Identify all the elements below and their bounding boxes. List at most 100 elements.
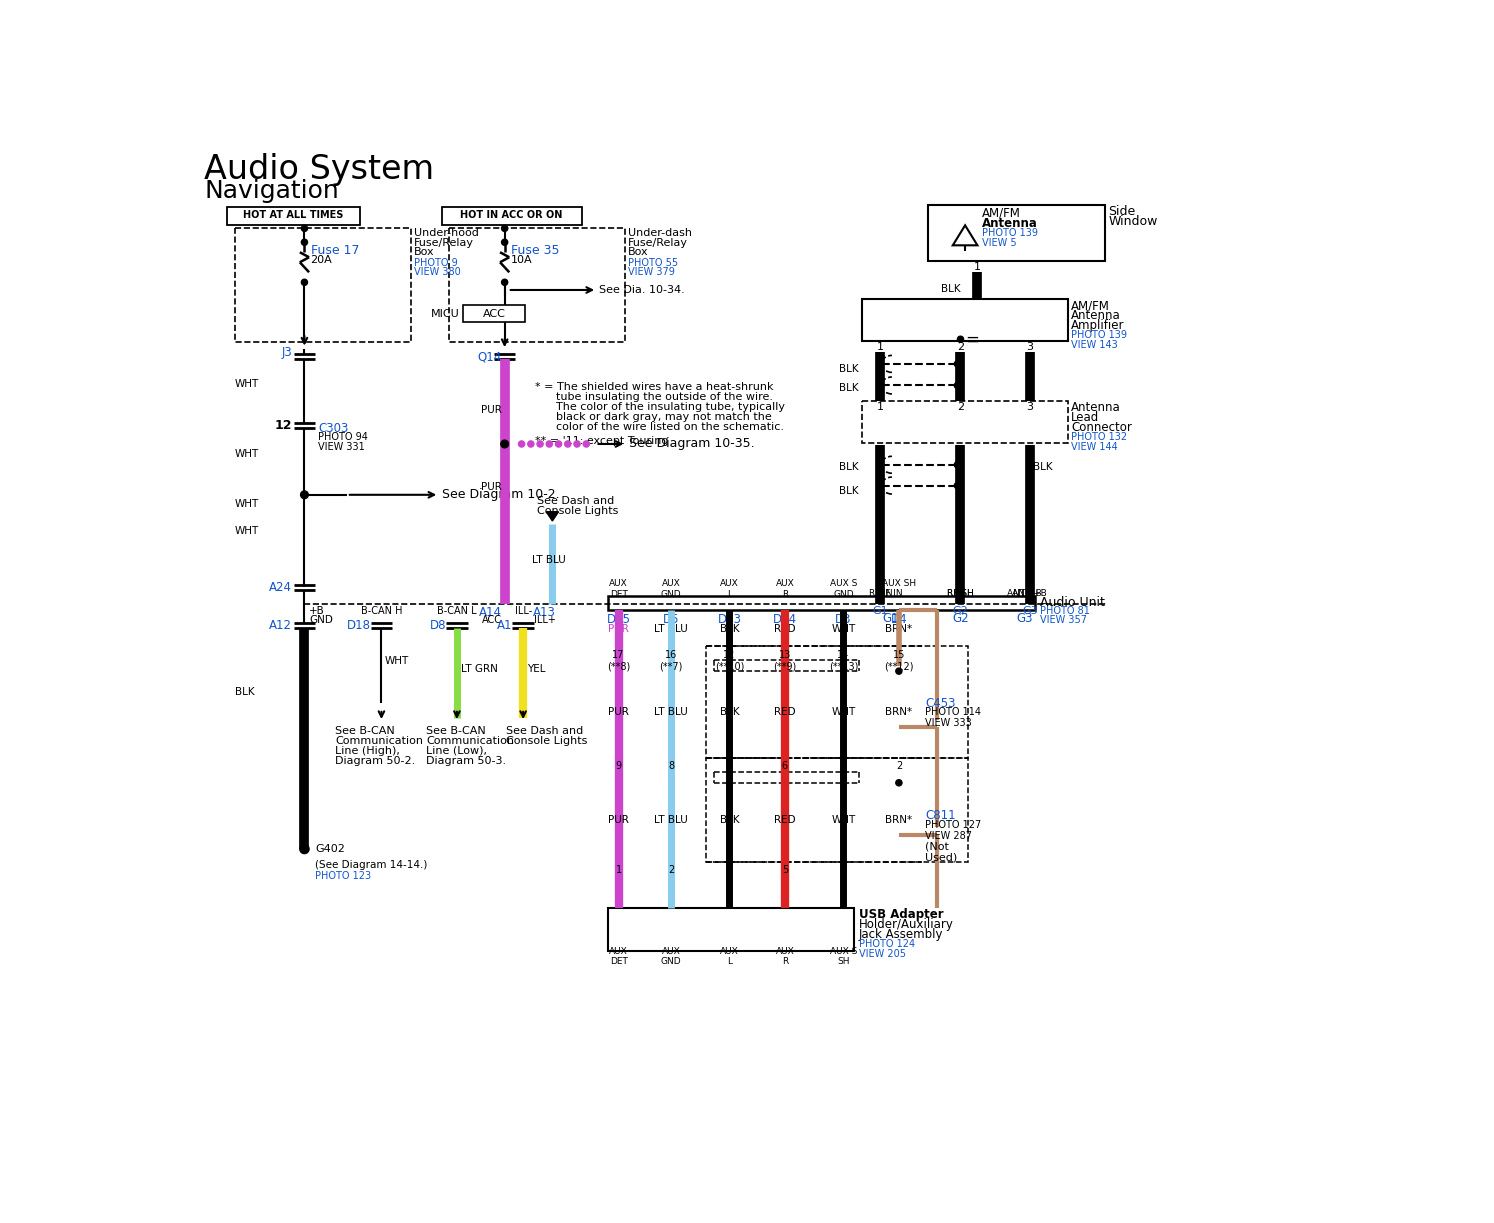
Circle shape [502, 279, 508, 285]
Text: Fuse/Relay: Fuse/Relay [414, 237, 474, 247]
Text: Amplifier: Amplifier [1071, 319, 1125, 333]
Circle shape [556, 442, 562, 448]
Text: 7: 7 [840, 761, 847, 772]
Text: AUX
GND: AUX GND [660, 580, 681, 599]
Text: ACC: ACC [481, 615, 502, 625]
Text: BRN*: BRN* [886, 624, 913, 635]
Text: C303: C303 [318, 422, 348, 434]
Text: 3: 3 [1026, 342, 1034, 352]
Circle shape [500, 440, 508, 448]
Text: D18: D18 [347, 619, 371, 632]
Text: See Dash and: See Dash and [536, 497, 614, 506]
Text: PHOTO 55: PHOTO 55 [627, 258, 678, 268]
Text: BLK: BLK [840, 364, 859, 374]
Circle shape [583, 442, 589, 448]
Text: BLK: BLK [720, 815, 740, 826]
Text: Connector: Connector [1071, 421, 1132, 434]
Text: 2: 2 [958, 342, 964, 352]
Text: Box: Box [414, 247, 435, 257]
Text: LT BLU: LT BLU [654, 624, 687, 635]
Circle shape [300, 490, 308, 499]
Text: 1: 1 [974, 262, 982, 273]
Circle shape [502, 240, 508, 246]
Text: See B-CAN: See B-CAN [335, 725, 394, 736]
Text: VIEW 287: VIEW 287 [925, 830, 973, 840]
Text: PHOTO 139: PHOTO 139 [982, 227, 1038, 237]
Text: (See Diagram 14-14.): (See Diagram 14-14.) [315, 860, 427, 870]
Text: AUX S
SH: AUX S SH [829, 947, 858, 966]
Text: Navigation: Navigation [205, 179, 339, 203]
Text: BLK: BLK [840, 383, 859, 393]
Text: PHOTO 94: PHOTO 94 [318, 433, 368, 443]
Text: 6: 6 [781, 761, 787, 772]
Text: WHT: WHT [235, 379, 260, 389]
Text: A12: A12 [269, 619, 293, 632]
Text: Q14: Q14 [477, 350, 502, 363]
Text: G2: G2 [953, 607, 968, 616]
Text: 5: 5 [726, 761, 732, 772]
Text: 8: 8 [668, 761, 674, 772]
Text: C453: C453 [925, 697, 956, 709]
Text: G1: G1 [883, 612, 899, 625]
Text: A24: A24 [269, 581, 293, 593]
Text: A13: A13 [533, 605, 556, 619]
Text: * = The shielded wires have a heat-shrunk: * = The shielded wires have a heat-shrun… [535, 383, 774, 393]
Circle shape [955, 361, 961, 367]
Bar [450, 229, 624, 342]
Text: 2: 2 [896, 761, 902, 772]
Text: PHOTO 81: PHOTO 81 [1040, 605, 1089, 615]
Text: See Diagram 10-2.: See Diagram 10-2. [442, 488, 559, 501]
Bar [928, 205, 1106, 260]
Text: black or dark gray, may not match the: black or dark gray, may not match the [535, 412, 772, 422]
Text: Audio Unit: Audio Unit [1040, 597, 1104, 609]
Text: Antenna: Antenna [1071, 309, 1120, 322]
Text: WHT: WHT [235, 449, 260, 459]
Text: PHOTO 139: PHOTO 139 [1071, 330, 1128, 340]
Circle shape [547, 442, 553, 448]
Text: 1: 1 [616, 865, 622, 876]
Text: 4: 4 [726, 865, 732, 876]
Text: Audio System: Audio System [205, 153, 435, 186]
Text: PHOTO 132: PHOTO 132 [1071, 432, 1128, 442]
Text: VIEW 331: VIEW 331 [318, 442, 365, 451]
Text: B-CAN L: B-CAN L [438, 605, 477, 615]
Text: 3: 3 [841, 865, 847, 876]
Text: PHOTO 123: PHOTO 123 [315, 871, 372, 881]
Text: PHOTO 9: PHOTO 9 [414, 258, 457, 268]
Circle shape [955, 462, 961, 468]
Text: BLK: BLK [720, 624, 740, 635]
Text: Antenna: Antenna [982, 216, 1038, 230]
Text: LT BLU: LT BLU [532, 555, 566, 565]
Text: G3: G3 [1016, 612, 1032, 625]
Text: Used): Used) [925, 852, 958, 862]
Text: WHT: WHT [384, 657, 409, 667]
Text: PUR: PUR [481, 483, 502, 493]
Text: D4: D4 [890, 614, 907, 626]
Circle shape [302, 240, 308, 246]
Text: RED: RED [774, 815, 796, 826]
Text: MICU: MICU [432, 309, 460, 319]
Text: Console Lights: Console Lights [506, 736, 587, 746]
Text: A14: A14 [478, 605, 502, 619]
Text: Jack Assembly: Jack Assembly [859, 928, 943, 942]
Text: BLK: BLK [1032, 462, 1052, 472]
Text: AUX
DET: AUX DET [610, 947, 627, 966]
Text: 12: 12 [275, 419, 293, 432]
Text: Fuse/Relay: Fuse/Relay [627, 237, 687, 247]
Text: PHOTO 124: PHOTO 124 [859, 939, 914, 949]
Text: ILL-: ILL- [514, 605, 532, 615]
Text: 5: 5 [781, 865, 787, 876]
Text: YEL: YEL [527, 664, 545, 674]
Text: AUX
L: AUX L [720, 580, 740, 599]
Text: VIEW 357: VIEW 357 [1040, 615, 1086, 625]
Text: PUR: PUR [608, 815, 629, 826]
Bar [442, 207, 581, 225]
Text: RF IN: RF IN [868, 588, 892, 598]
Bar [862, 300, 1068, 341]
Text: See B-CAN: See B-CAN [426, 725, 486, 736]
Text: VIEW 380: VIEW 380 [414, 267, 460, 276]
Circle shape [896, 780, 902, 786]
Circle shape [302, 279, 308, 285]
Text: Diagram 50-3.: Diagram 50-3. [426, 756, 506, 766]
Text: HOT AT ALL TIMES: HOT AT ALL TIMES [244, 210, 344, 220]
